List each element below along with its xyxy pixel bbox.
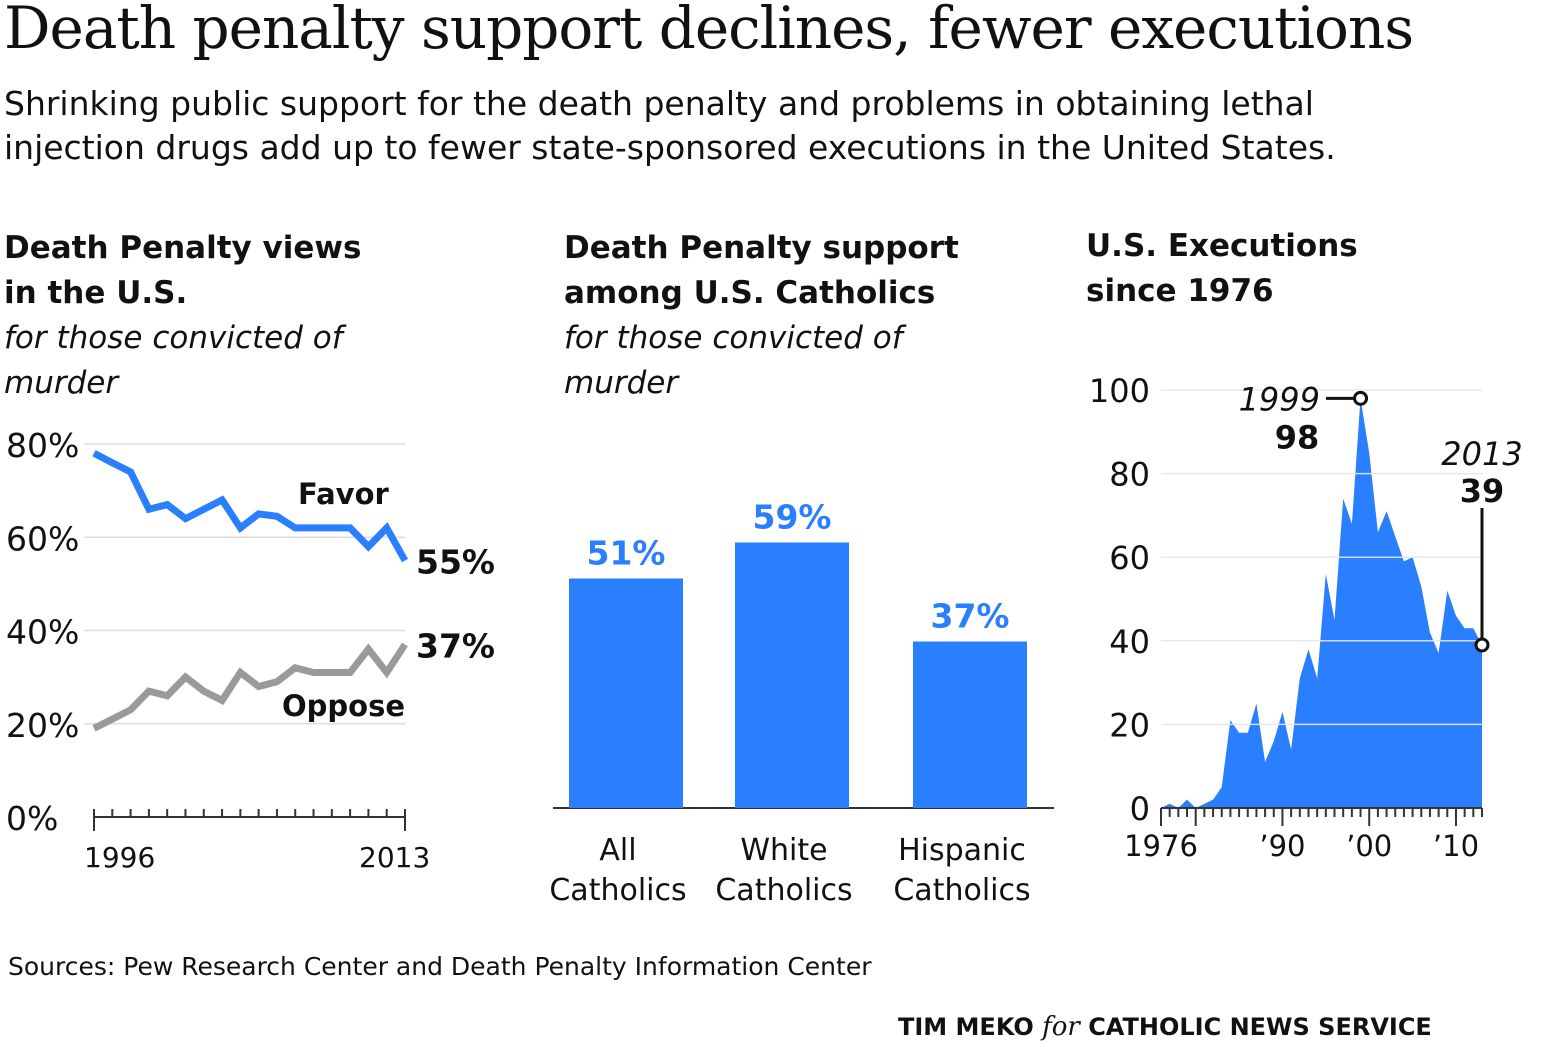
views-x-tick-label: 1996	[84, 841, 155, 874]
executions-x-tick-label: ’00	[1346, 829, 1392, 863]
panel-views-subtitle-2: murder	[4, 365, 119, 401]
executions-y-tick-label: 20	[1109, 706, 1150, 744]
views-series-line-favor	[92, 450, 409, 563]
executions-x-tick-label: ’10	[1433, 829, 1479, 863]
executions-x-tick-label: ’90	[1259, 829, 1305, 863]
executions-annotation-marker	[1474, 637, 1490, 653]
catholics-category-label: White	[740, 833, 827, 868]
credit-line: TIM MEKO for CATHOLIC NEWS SERVICE	[898, 1012, 1432, 1042]
catholics-bar	[735, 542, 849, 808]
panel-executions-title-1: U.S. Executions	[1086, 228, 1358, 264]
credit-author: TIM MEKO	[898, 1013, 1034, 1041]
executions-annotation-year: 1999	[1239, 380, 1320, 418]
panel-catholics-subtitle-2: murder	[564, 365, 679, 401]
executions-y-tick-label: 0	[1130, 790, 1150, 828]
views-x-tick-label: 2013	[359, 841, 430, 874]
catholics-category-label: All	[599, 833, 636, 868]
executions-y-tick-label: 100	[1089, 372, 1150, 410]
views-y-tick-label: 40%	[6, 613, 79, 652]
catholics-bar-value-label: 37%	[931, 597, 1010, 636]
catholics-category-label: Catholics	[549, 873, 686, 908]
catholics-bar-chart: 51% All Catholics 59% White Catholics 37% Hispa…	[549, 498, 1054, 908]
panel-views-title-2: in the U.S.	[4, 275, 188, 311]
executions-area	[1161, 398, 1482, 808]
views-y-tick-label: 20%	[6, 706, 79, 745]
catholics-category-label: Catholics	[715, 873, 852, 908]
executions-annotation-value: 98	[1275, 418, 1320, 456]
views-y-tick-label: 80%	[6, 426, 79, 465]
views-series-line-oppose	[92, 642, 408, 732]
catholics-bar-value-label: 51%	[587, 534, 666, 573]
views-end-label-oppose: 37%	[416, 626, 495, 665]
panel-catholics-title-2: among U.S. Catholics	[564, 275, 936, 311]
views-end-label-favor: 55%	[416, 543, 495, 582]
panel-views-subtitle-1: for those convicted of	[4, 320, 343, 356]
views-y-tick-label: 0%	[6, 799, 58, 838]
credit-org: CATHOLIC NEWS SERVICE	[1088, 1013, 1432, 1041]
views-line-chart: 0% 20% 40% 60% 80% 1996 2013 55% 37% Favor Oppose	[6, 426, 495, 874]
panel-views-title-1: Death Penalty views	[4, 230, 362, 266]
panel-catholics-header: Death Penalty support among U.S. Catholi…	[564, 226, 959, 406]
catholics-category-label: Catholics	[893, 873, 1030, 908]
views-y-tick-label: 60%	[6, 519, 79, 558]
credit-joiner: for	[1042, 1012, 1080, 1042]
catholics-category-label: Hispanic	[898, 833, 1026, 868]
catholics-bar-value-label: 59%	[753, 498, 832, 537]
source-note: Sources: Pew Research Center and Death P…	[8, 952, 872, 981]
executions-annotation-marker	[1353, 390, 1369, 406]
panel-executions-title-2: since 1976	[1086, 273, 1274, 309]
panel-executions-header: U.S. Executions since 1976	[1086, 224, 1358, 314]
page-title: Death penalty support declines, fewer ex…	[4, 0, 1414, 62]
executions-annotation-value: 39	[1460, 472, 1505, 510]
catholics-bar	[913, 641, 1027, 808]
views-series-label-oppose: Oppose	[282, 689, 405, 723]
executions-y-tick-label: 80	[1109, 456, 1150, 494]
executions-x-tick-label: 1976	[1124, 829, 1198, 863]
executions-y-tick-label: 40	[1109, 623, 1150, 661]
executions-annotation-year: 2013	[1441, 435, 1522, 473]
executions-y-tick-label: 60	[1109, 539, 1150, 577]
subtitle: Shrinking public support for the death p…	[4, 84, 1336, 167]
catholics-bar	[569, 578, 683, 808]
panel-catholics-title-1: Death Penalty support	[564, 230, 959, 266]
views-series-label-favor: Favor	[298, 477, 390, 511]
panel-views-header: Death Penalty views in the U.S. for thos…	[4, 226, 361, 406]
panel-catholics-subtitle-1: for those convicted of	[564, 320, 903, 356]
